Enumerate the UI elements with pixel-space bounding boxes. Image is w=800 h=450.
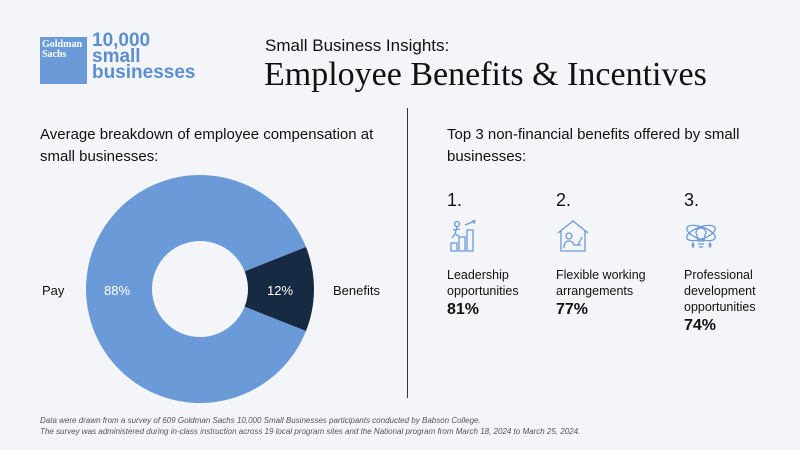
compensation-heading: Average breakdown of employee compensati… <box>40 126 374 165</box>
benefit-label: Leadership opportunities <box>447 268 519 298</box>
legend-label-pay: Pay <box>42 283 65 298</box>
lightbulb-idea-icon <box>686 224 716 249</box>
benefit-item-3: 3. Professional development opportunitie… <box>684 190 794 335</box>
benefit-item-1: 1. Leadership opportunities 81% <box>447 190 557 319</box>
leadership-growth-icon <box>450 220 476 252</box>
donut-slice-pay <box>86 174 306 403</box>
benefit-value: 74% <box>684 317 717 334</box>
program-logo-text: 10,000 small businesses <box>92 30 196 83</box>
benefit-value: 81% <box>447 301 480 318</box>
footnote: Data were drawn from a survey of 609 Gol… <box>40 415 580 437</box>
benefit-label: Flexible working arrangements <box>556 268 646 298</box>
legend-label-benefits: Benefits <box>333 283 380 298</box>
benefit-rank: 1. <box>447 190 463 210</box>
footnote-line-2: The survey was administered during in-cl… <box>40 427 581 436</box>
donut-slice-benefits <box>244 247 315 331</box>
footnote-line-1: Data were drawn from a survey of 609 Gol… <box>40 416 481 425</box>
benefit-rank: 3. <box>684 190 700 210</box>
data-label-benefits: 12% <box>267 283 294 298</box>
benefit-rank: 2. <box>556 190 572 210</box>
goldman-sachs-logo: Goldman Sachs <box>40 37 87 84</box>
benefit-value: 77% <box>556 301 589 318</box>
benefits-heading: Top 3 non-financial benefits offered by … <box>447 126 740 165</box>
divider <box>407 108 408 398</box>
page-subtitle: Small Business Insights: <box>265 36 450 55</box>
data-label-pay: 88% <box>104 283 131 298</box>
home-work-icon <box>557 220 589 252</box>
benefit-item-2: 2. Flexible working arrangements 77% <box>556 190 666 319</box>
donut-chart <box>86 174 315 403</box>
page-title: Employee Benefits & Incentives <box>264 56 707 93</box>
benefit-label: Professional development opportunities <box>684 268 756 314</box>
